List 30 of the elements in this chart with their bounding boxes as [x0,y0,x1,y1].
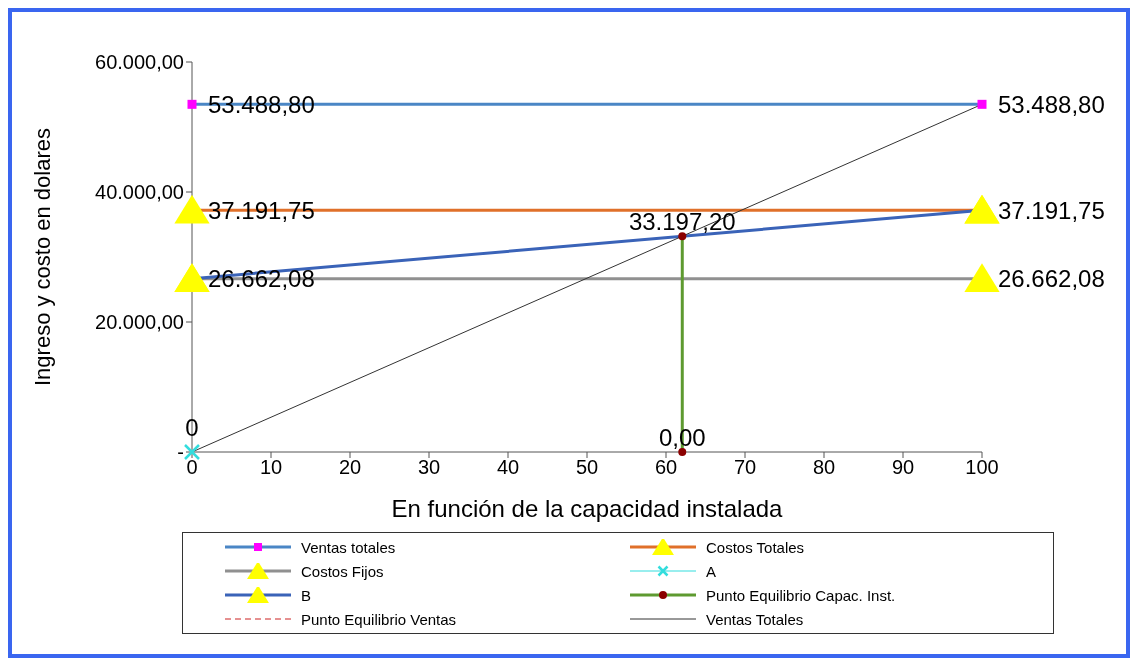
legend-label: A [706,562,717,580]
legend-label: Costos Fijos [301,562,384,580]
data-label: 26.662,08 [998,265,1105,293]
legend-label: Ventas totales [301,538,396,556]
x-tick-label: 80 [812,456,836,479]
y-tick-label: 20.000,00 [95,311,184,334]
y-tick-label: - [177,441,184,464]
x-tick-label: 30 [417,456,441,479]
y-tick-label: 60.000,00 [95,51,184,74]
data-label: 37.191,75 [998,196,1105,224]
legend-label: Punto Equilibrio Capac. Inst. [706,586,896,604]
data-label: 53.488,80 [998,90,1105,118]
x-tick-label: 10 [259,456,283,479]
data-label: 0 [185,414,199,441]
x-tick-label: 20 [338,456,362,479]
data-label: 26.662,08 [208,265,315,293]
legend-label: Ventas Totales [706,610,804,628]
x-tick-label: 100 [965,456,999,479]
x-tick-label: 90 [891,456,915,479]
x-axis-title: En función de la capacidad instalada [391,495,784,522]
x-tick-label: 40 [496,456,520,479]
x-tick-label: 70 [733,456,757,479]
x-tick-label: 60 [654,456,678,479]
legend-label: B [301,586,312,604]
y-axis-title: Ingreso y costo en dolares [29,127,55,387]
x-tick-label: 50 [575,456,599,479]
x-tick-label: 0 [186,456,198,479]
y-tick-label: 40.000,00 [95,181,184,204]
legend-label: Costos Totales [706,538,805,556]
legend-label: Punto Equilibrio Ventas [301,610,457,628]
